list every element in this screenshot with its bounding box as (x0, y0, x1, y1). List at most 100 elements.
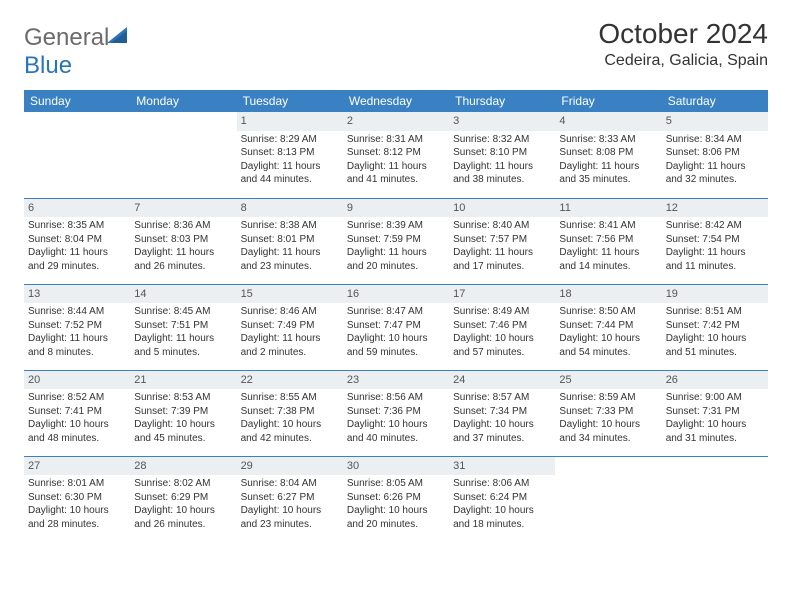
location-text: Cedeira, Galicia, Spain (598, 52, 768, 70)
sunrise-text: Sunrise: 8:32 AM (453, 133, 551, 147)
brand-logo: GeneralBlue (24, 24, 135, 80)
day-number: 9 (343, 199, 449, 218)
sunrise-text: Sunrise: 8:51 AM (666, 305, 764, 319)
daylight-text: Daylight: 10 hours and 20 minutes. (347, 504, 445, 531)
calendar-day-cell (130, 112, 236, 198)
day-number: 15 (237, 285, 343, 304)
day-header: Thursday (449, 90, 555, 112)
sunrise-text: Sunrise: 8:53 AM (134, 391, 232, 405)
daylight-text: Daylight: 10 hours and 37 minutes. (453, 418, 551, 445)
sunset-text: Sunset: 7:47 PM (347, 319, 445, 333)
day-number: 2 (343, 112, 449, 131)
calendar-week-row: 27Sunrise: 8:01 AMSunset: 6:30 PMDayligh… (24, 456, 768, 542)
sunset-text: Sunset: 7:39 PM (134, 405, 232, 419)
daylight-text: Daylight: 11 hours and 23 minutes. (241, 246, 339, 273)
sunrise-text: Sunrise: 8:35 AM (28, 219, 126, 233)
sunset-text: Sunset: 8:03 PM (134, 233, 232, 247)
calendar-day-cell: 20Sunrise: 8:52 AMSunset: 7:41 PMDayligh… (24, 370, 130, 456)
calendar-day-cell: 27Sunrise: 8:01 AMSunset: 6:30 PMDayligh… (24, 456, 130, 542)
daylight-text: Daylight: 11 hours and 41 minutes. (347, 160, 445, 187)
calendar-day-cell: 24Sunrise: 8:57 AMSunset: 7:34 PMDayligh… (449, 370, 555, 456)
sunrise-text: Sunrise: 8:45 AM (134, 305, 232, 319)
day-number: 23 (343, 371, 449, 390)
sunrise-text: Sunrise: 8:59 AM (559, 391, 657, 405)
calendar-day-cell: 30Sunrise: 8:05 AMSunset: 6:26 PMDayligh… (343, 456, 449, 542)
daylight-text: Daylight: 10 hours and 34 minutes. (559, 418, 657, 445)
logo-word-2: Blue (24, 52, 72, 79)
calendar-day-cell: 14Sunrise: 8:45 AMSunset: 7:51 PMDayligh… (130, 284, 236, 370)
logo-triangle-icon (107, 24, 135, 51)
calendar-day-cell (24, 112, 130, 198)
sunset-text: Sunset: 8:04 PM (28, 233, 126, 247)
calendar-day-cell: 5Sunrise: 8:34 AMSunset: 8:06 PMDaylight… (662, 112, 768, 198)
day-number: 26 (662, 371, 768, 390)
calendar-day-cell: 4Sunrise: 8:33 AMSunset: 8:08 PMDaylight… (555, 112, 661, 198)
day-number: 22 (237, 371, 343, 390)
sunrise-text: Sunrise: 8:46 AM (241, 305, 339, 319)
daylight-text: Daylight: 10 hours and 45 minutes. (134, 418, 232, 445)
sunset-text: Sunset: 6:29 PM (134, 491, 232, 505)
day-header: Tuesday (237, 90, 343, 112)
daylight-text: Daylight: 10 hours and 23 minutes. (241, 504, 339, 531)
daylight-text: Daylight: 11 hours and 5 minutes. (134, 332, 232, 359)
daylight-text: Daylight: 11 hours and 38 minutes. (453, 160, 551, 187)
calendar-day-cell: 11Sunrise: 8:41 AMSunset: 7:56 PMDayligh… (555, 198, 661, 284)
calendar-day-cell: 26Sunrise: 9:00 AMSunset: 7:31 PMDayligh… (662, 370, 768, 456)
sunset-text: Sunset: 7:34 PM (453, 405, 551, 419)
daylight-text: Daylight: 10 hours and 51 minutes. (666, 332, 764, 359)
calendar-week-row: 20Sunrise: 8:52 AMSunset: 7:41 PMDayligh… (24, 370, 768, 456)
sunrise-text: Sunrise: 8:52 AM (28, 391, 126, 405)
daylight-text: Daylight: 11 hours and 44 minutes. (241, 160, 339, 187)
sunset-text: Sunset: 7:36 PM (347, 405, 445, 419)
calendar-day-cell: 8Sunrise: 8:38 AMSunset: 8:01 PMDaylight… (237, 198, 343, 284)
calendar-day-cell (662, 456, 768, 542)
day-header: Sunday (24, 90, 130, 112)
calendar-day-cell: 22Sunrise: 8:55 AMSunset: 7:38 PMDayligh… (237, 370, 343, 456)
daylight-text: Daylight: 11 hours and 2 minutes. (241, 332, 339, 359)
sunset-text: Sunset: 6:30 PM (28, 491, 126, 505)
calendar-day-cell: 6Sunrise: 8:35 AMSunset: 8:04 PMDaylight… (24, 198, 130, 284)
sunrise-text: Sunrise: 8:33 AM (559, 133, 657, 147)
sunset-text: Sunset: 8:12 PM (347, 146, 445, 160)
day-number: 4 (555, 112, 661, 131)
calendar-page: GeneralBlue October 2024 Cedeira, Galici… (0, 0, 792, 560)
sunrise-text: Sunrise: 8:44 AM (28, 305, 126, 319)
sunset-text: Sunset: 8:06 PM (666, 146, 764, 160)
sunrise-text: Sunrise: 8:49 AM (453, 305, 551, 319)
day-number: 8 (237, 199, 343, 218)
day-number: 13 (24, 285, 130, 304)
calendar-day-cell: 15Sunrise: 8:46 AMSunset: 7:49 PMDayligh… (237, 284, 343, 370)
daylight-text: Daylight: 11 hours and 17 minutes. (453, 246, 551, 273)
day-number: 7 (130, 199, 236, 218)
daylight-text: Daylight: 10 hours and 28 minutes. (28, 504, 126, 531)
logo-word-1: General (24, 24, 109, 51)
calendar-day-cell: 2 Sunrise: 8:31 AMSunset: 8:12 PMDaylight… (343, 112, 449, 198)
sunset-text: Sunset: 8:13 PM (241, 146, 339, 160)
sunset-text: Sunset: 7:41 PM (28, 405, 126, 419)
day-number: 28 (130, 457, 236, 476)
daylight-text: Daylight: 10 hours and 42 minutes. (241, 418, 339, 445)
day-header: Friday (555, 90, 661, 112)
day-number: 27 (24, 457, 130, 476)
daylight-text: Daylight: 10 hours and 57 minutes. (453, 332, 551, 359)
sunrise-text: Sunrise: 8:36 AM (134, 219, 232, 233)
page-header: GeneralBlue October 2024 Cedeira, Galici… (24, 18, 768, 80)
day-header: Wednesday (343, 90, 449, 112)
calendar-table: SundayMondayTuesdayWednesdayThursdayFrid… (24, 90, 768, 542)
daylight-text: Daylight: 11 hours and 35 minutes. (559, 160, 657, 187)
day-number: 31 (449, 457, 555, 476)
calendar-week-row: 6Sunrise: 8:35 AMSunset: 8:04 PMDaylight… (24, 198, 768, 284)
daylight-text: Daylight: 11 hours and 26 minutes. (134, 246, 232, 273)
daylight-text: Daylight: 11 hours and 11 minutes. (666, 246, 764, 273)
day-number: 14 (130, 285, 236, 304)
day-number: 17 (449, 285, 555, 304)
sunset-text: Sunset: 8:10 PM (453, 146, 551, 160)
day-number: 18 (555, 285, 661, 304)
daylight-text: Daylight: 11 hours and 29 minutes. (28, 246, 126, 273)
sunrise-text: Sunrise: 8:31 AM (347, 133, 445, 147)
sunset-text: Sunset: 7:38 PM (241, 405, 339, 419)
sunset-text: Sunset: 7:52 PM (28, 319, 126, 333)
sunset-text: Sunset: 6:26 PM (347, 491, 445, 505)
day-number: 1 (237, 112, 343, 131)
calendar-day-cell: 25Sunrise: 8:59 AMSunset: 7:33 PMDayligh… (555, 370, 661, 456)
